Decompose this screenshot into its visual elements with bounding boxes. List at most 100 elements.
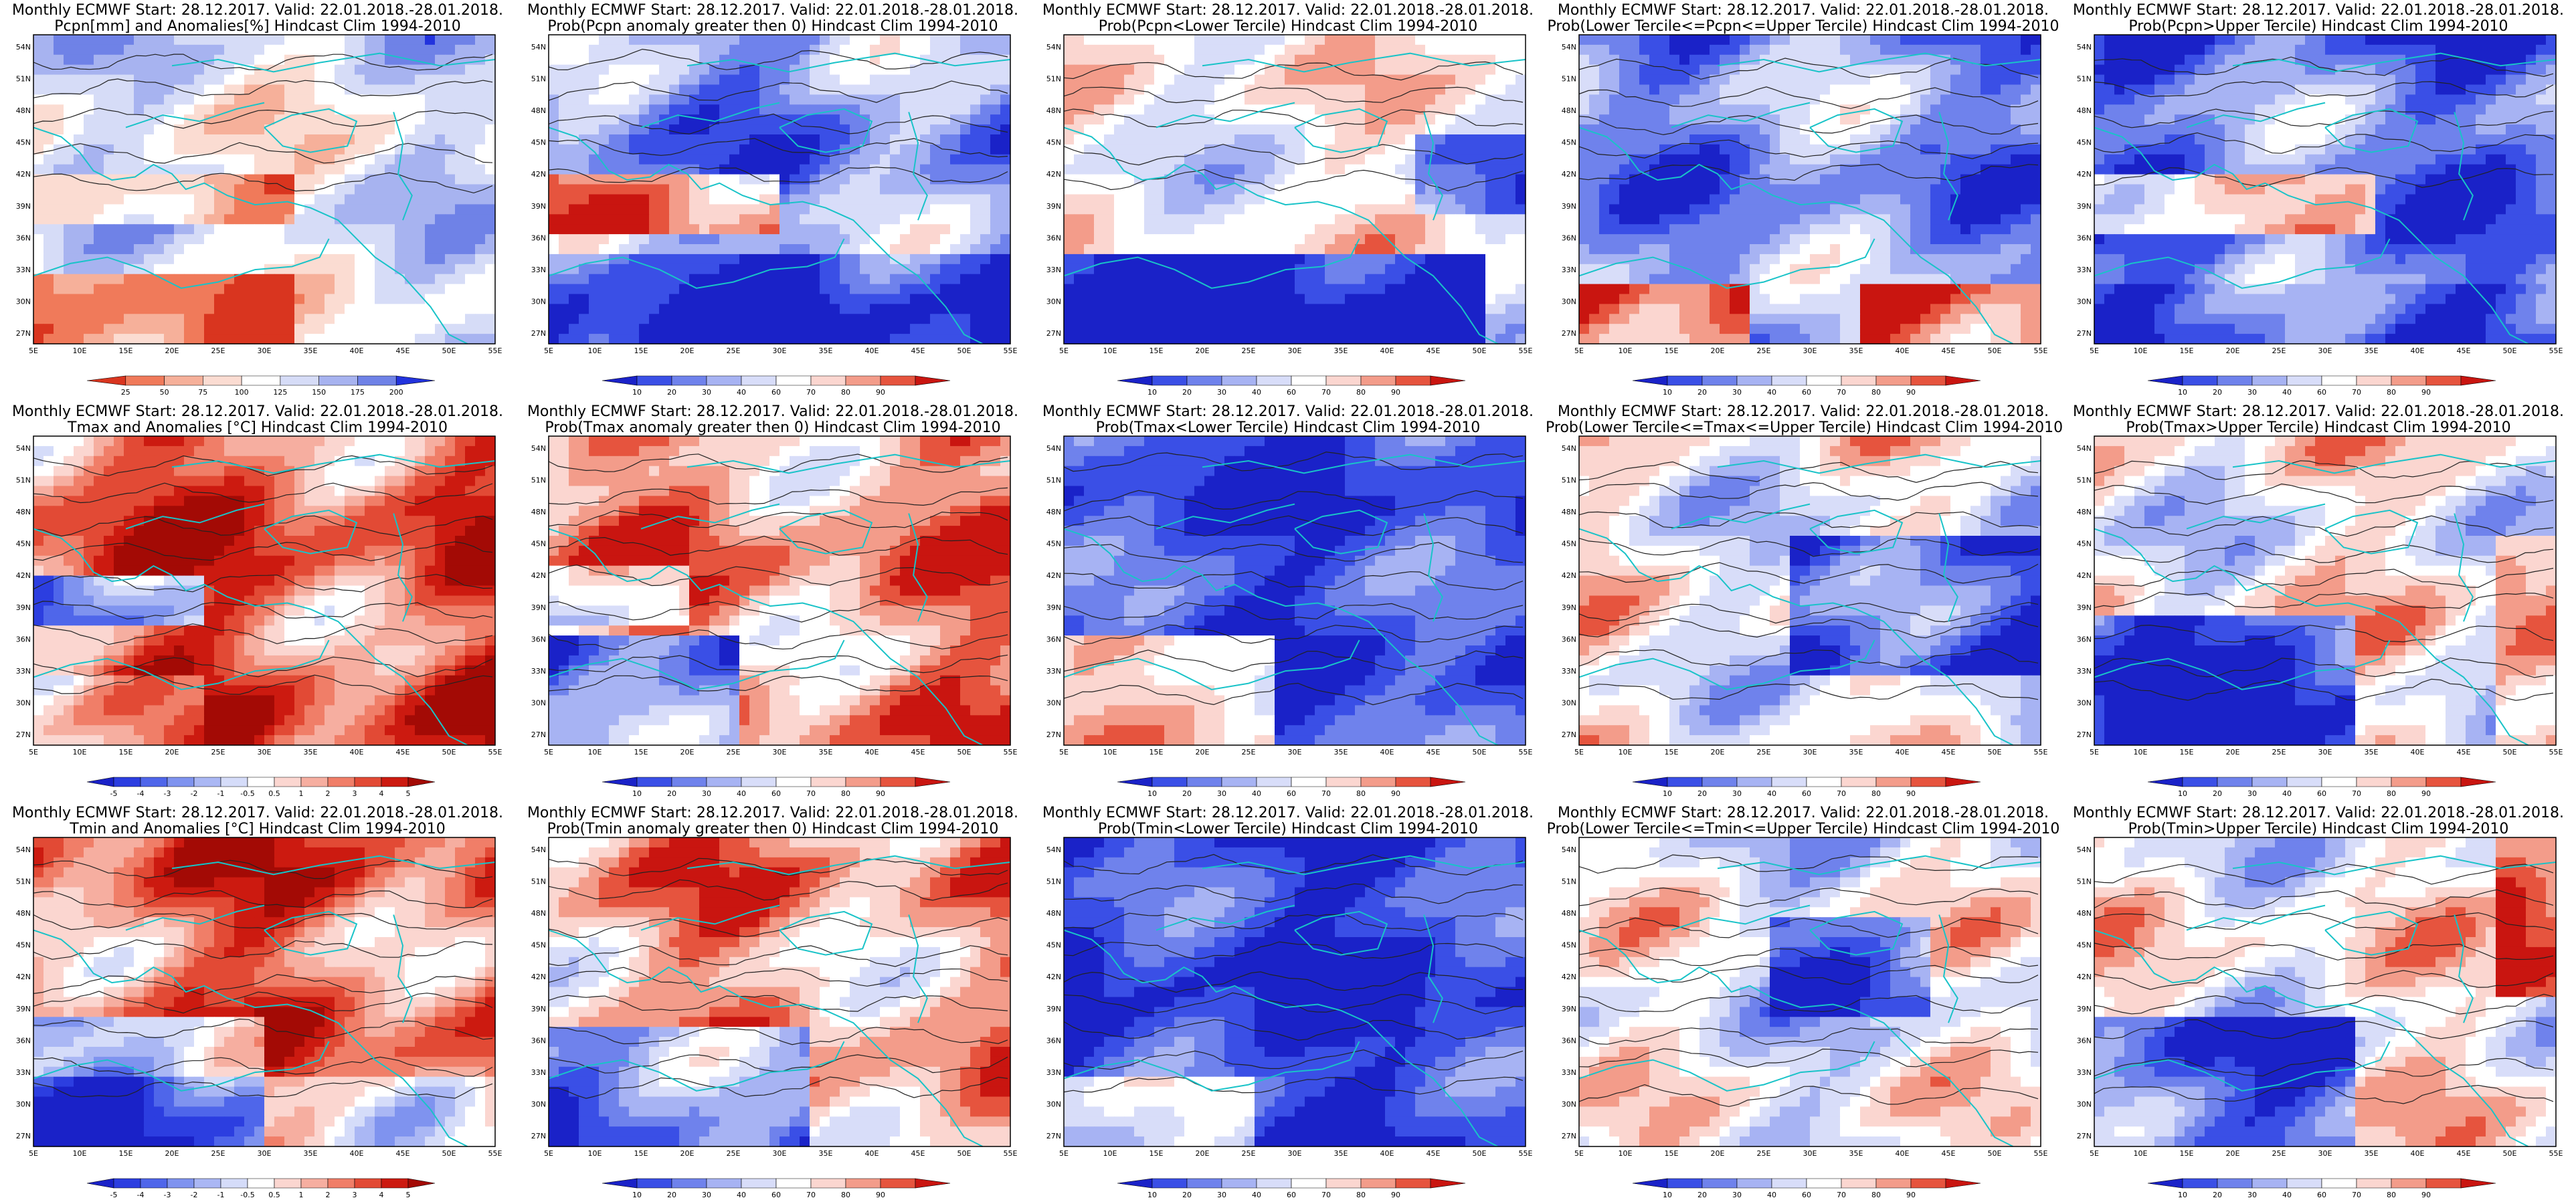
field-shading	[2094, 436, 2557, 746]
legend-colorbar: 10 20 30 40 60 70 80 90	[2147, 777, 2496, 798]
contour-lines	[1063, 854, 1524, 1095]
legend-colorbar: 10 20 30 40 60 70 80 90	[602, 1178, 951, 1199]
lon-tick-label: 50E	[1988, 346, 2002, 355]
lon-tick-label: 35E	[304, 346, 318, 355]
legend-tick-label: 10	[2178, 388, 2187, 397]
legend-tick-label: 40	[2282, 388, 2292, 397]
panel-title-line2: Tmax and Anomalies [°C] Hindcast Clim 19…	[0, 420, 515, 436]
legend-tick-label: 40	[2282, 1191, 2292, 1199]
legend-tick-label: 70	[1837, 1191, 1846, 1199]
coastlines	[2094, 454, 2557, 746]
lon-tick-label: 20E	[680, 1149, 695, 1158]
lon-tick-label: 30E	[2318, 1149, 2332, 1158]
lon-tick-label: 5E	[1059, 346, 1069, 355]
lat-tick-label: 51N	[531, 476, 546, 485]
lat-tick-label: 54N	[16, 845, 31, 854]
panel-title-line1: Monthly ECMWF Start: 28.12.2017. Valid: …	[0, 3, 515, 19]
panel-title-line2: Prob(Lower Tercile<=Tmax<=Upper Tercile)…	[1546, 420, 2063, 436]
lon-tick-label: 25E	[1757, 1149, 1771, 1158]
lon-tick-label: 5E	[29, 748, 38, 757]
legend-tick-label: 20	[1697, 1191, 1707, 1199]
lon-tick-label: 40E	[2411, 346, 2425, 355]
lon-tick-label: 10E	[73, 1149, 87, 1158]
lat-tick-label: 33N	[1046, 667, 1061, 676]
panel-title-line1: Monthly ECMWF Start: 28.12.2017. Valid: …	[2061, 805, 2576, 821]
map-panel: 54N 51N 48N 45N 42N 39N 36N 33N 30N 27N 5E 10E 15E 20…	[515, 803, 1030, 1204]
coastlines	[2094, 855, 2557, 1147]
field-shading	[33, 35, 496, 344]
coastlines	[33, 855, 496, 1147]
legend-tick-label: 80	[2387, 789, 2396, 798]
lon-tick-label: 5E	[1574, 346, 1584, 355]
legend-tick-label: 60	[2317, 388, 2326, 397]
lon-tick-label: 15E	[634, 346, 648, 355]
lon-tick-label: 40E	[1380, 748, 1394, 757]
legend-tick-label: -1	[217, 789, 225, 798]
lon-tick-label: 5E	[2090, 346, 2099, 355]
lat-tick-label: 36N	[1046, 635, 1061, 643]
panel-title-line1: Monthly ECMWF Start: 28.12.2017. Valid: …	[2061, 3, 2576, 19]
legend-tick-label: 3	[353, 789, 357, 798]
field-shading	[33, 436, 496, 746]
contour-lines	[2094, 56, 2554, 188]
legend-tick-label: 20	[667, 388, 676, 397]
lon-tick-label: 40E	[350, 346, 364, 355]
lat-tick-label: 42N	[531, 973, 546, 981]
lat-tick-label: 48N	[531, 106, 546, 115]
legend-tick-label: 80	[1356, 789, 1366, 798]
lon-tick-label: 5E	[2090, 748, 2099, 757]
lat-tick-label: 54N	[1046, 43, 1061, 52]
lon-tick-label: 30E	[2318, 346, 2332, 355]
legend-tick-label: 40	[737, 789, 746, 798]
lon-tick-label: 45E	[2457, 1149, 2471, 1158]
legend-tick-label: 70	[1837, 388, 1846, 397]
lat-tick-label: 51N	[1046, 75, 1061, 84]
legend-tick-label: 20	[667, 1191, 676, 1199]
lat-tick-label: 30N	[2077, 297, 2092, 306]
lon-tick-label: 30E	[2318, 748, 2332, 757]
lat-tick-label: 36N	[1562, 635, 1576, 643]
contour-lines	[2094, 460, 2554, 701]
panel-title-line2: Prob(Pcpn>Upper Tercile) Hindcast Clim 1…	[2061, 19, 2576, 35]
lat-tick-label: 54N	[16, 43, 31, 52]
lat-tick-label: 39N	[531, 1005, 546, 1013]
legend-tick-label: 90	[2421, 1191, 2431, 1199]
coastlines	[1578, 855, 2041, 1147]
lon-tick-label: 45E	[396, 1149, 410, 1158]
lon-tick-label: 35E	[2365, 346, 2379, 355]
legend-tick-label: 60	[2317, 789, 2326, 798]
contour-lines	[1578, 854, 2039, 1107]
lat-tick-label: 54N	[1562, 845, 1576, 854]
legend-tick-label: 60	[1287, 1191, 1296, 1199]
lon-tick-label: 30E	[773, 748, 787, 757]
legend-tick-label: 80	[1356, 388, 1366, 397]
lon-tick-label: 30E	[1288, 346, 1302, 355]
lat-tick-label: 48N	[16, 909, 31, 918]
panel-title-line2: Prob(Pcpn<Lower Tercile) Hindcast Clim 1…	[1030, 19, 1546, 35]
field-shading	[2094, 837, 2557, 1147]
lat-tick-label: 45N	[531, 941, 546, 950]
lon-tick-label: 50E	[957, 748, 972, 757]
lat-tick-label: 42N	[1046, 973, 1061, 981]
panel-title-line2: Tmin and Anomalies [°C] Hindcast Clim 19…	[0, 821, 515, 837]
lon-tick-label: 35E	[1849, 346, 1863, 355]
legend-tick-label: 80	[1871, 388, 1881, 397]
legend-tick-label: 80	[1356, 1191, 1366, 1199]
lat-tick-label: 54N	[2077, 444, 2092, 453]
field-shading	[549, 35, 1011, 344]
lon-tick-label: 45E	[396, 346, 410, 355]
lat-tick-label: 54N	[16, 444, 31, 453]
legend-tick-label: 30	[1217, 1191, 1226, 1199]
lat-tick-label: 45N	[16, 138, 31, 147]
panel-title-line2: Prob(Tmin>Upper Tercile) Hindcast Clim 1…	[2061, 821, 2576, 837]
field-shading	[2094, 35, 2557, 344]
panel-title-line1: Monthly ECMWF Start: 28.12.2017. Valid: …	[515, 805, 1030, 821]
map-frame	[1578, 34, 2041, 344]
lon-tick-label: 35E	[1849, 748, 1863, 757]
map-svg: 54N 51N 48N 45N 42N 39N 36N 33N 30N 27N 5E 10E 15E 20…	[1046, 34, 1533, 397]
lon-tick-label: 25E	[727, 1149, 741, 1158]
lat-tick-label: 33N	[2077, 266, 2092, 274]
lat-tick-label: 39N	[1046, 202, 1061, 211]
legend-tick-label: 70	[1321, 789, 1331, 798]
lon-tick-label: 20E	[1711, 748, 1725, 757]
